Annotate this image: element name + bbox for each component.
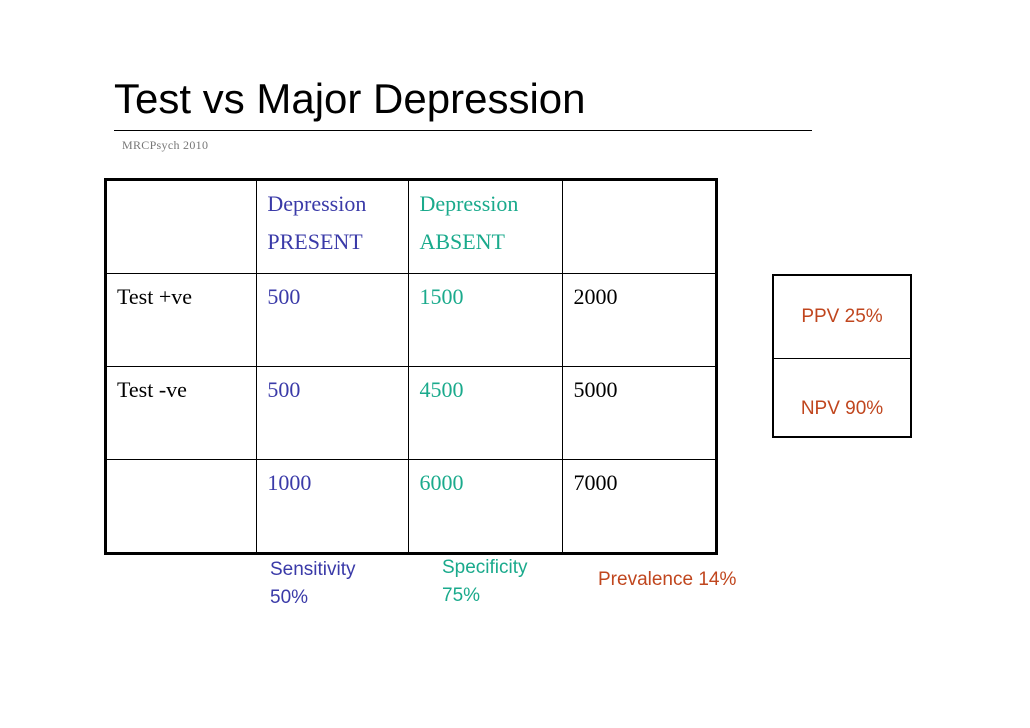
- sensitivity-stat: Sensitivity 50%: [270, 556, 356, 612]
- row-label-test-positive: Test +ve: [104, 273, 258, 367]
- specificity-label: Specificity: [442, 557, 528, 578]
- header-absent-line2: ABSENT: [419, 229, 505, 254]
- cell-test-positive-total: 2000: [562, 273, 717, 367]
- header-absent-line1: Depression: [419, 191, 519, 216]
- table-row: Test -ve 500 4500 5000: [104, 366, 717, 460]
- cell-true-positive: 500: [256, 273, 410, 367]
- contingency-table: Depression PRESENT Depression ABSENT Tes…: [104, 178, 718, 555]
- cell-true-negative: 4500: [408, 366, 564, 460]
- header-present-line2: PRESENT: [267, 229, 363, 254]
- table-header-row: Depression PRESENT Depression ABSENT: [104, 179, 717, 274]
- predictive-values-divider: [774, 358, 910, 359]
- slide-subtitle: MRCPsych 2010: [122, 138, 209, 152]
- predictive-values-box: PPV 25% NPV 90%: [772, 274, 912, 438]
- sensitivity-value: 50%: [270, 587, 309, 608]
- row-label-totals: [104, 459, 258, 554]
- specificity-stat: Specificity 75%: [442, 554, 528, 610]
- row-label-test-negative: Test -ve: [104, 366, 258, 460]
- title-divider: [114, 130, 812, 131]
- cell-false-negative: 500: [256, 366, 410, 460]
- header-present-line1: Depression: [267, 191, 367, 216]
- cell-grand-total: 7000: [562, 459, 717, 554]
- table-row: Test +ve 500 1500 2000: [104, 273, 717, 367]
- page-title: Test vs Major Depression: [114, 75, 586, 122]
- npv-value: NPV 90%: [800, 398, 884, 419]
- sensitivity-label: Sensitivity: [270, 559, 356, 580]
- table-row: 1000 6000 7000: [104, 459, 717, 554]
- header-depression-present: Depression PRESENT: [256, 179, 410, 274]
- header-total-cell: [562, 179, 717, 274]
- cell-absent-total: 6000: [408, 459, 564, 554]
- cell-test-negative-total: 5000: [562, 366, 717, 460]
- header-depression-absent: Depression ABSENT: [408, 179, 564, 274]
- prevalence-stat: Prevalence 14%: [598, 569, 737, 590]
- table-corner-cell: [104, 179, 258, 274]
- cell-false-positive: 1500: [408, 273, 564, 367]
- specificity-value: 75%: [442, 585, 481, 606]
- cell-present-total: 1000: [256, 459, 410, 554]
- ppv-value: PPV 25%: [801, 306, 883, 327]
